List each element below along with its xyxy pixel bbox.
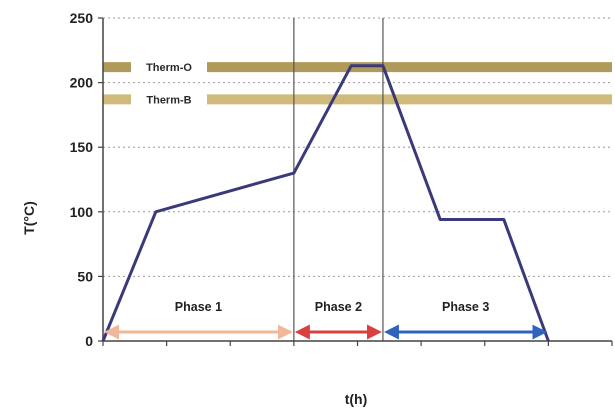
y-axis-title: T(°C) bbox=[21, 201, 37, 235]
band-label: Therm-O bbox=[146, 62, 192, 74]
phase-label: Phase 1 bbox=[175, 300, 222, 314]
x-axis-title: t(h) bbox=[345, 391, 368, 407]
temperature-series-line bbox=[101, 64, 550, 342]
phase-label: Phase 3 bbox=[442, 300, 489, 314]
band-label: Therm-B bbox=[146, 94, 191, 106]
band-label-background bbox=[131, 91, 207, 108]
y-tick-label: 200 bbox=[70, 75, 94, 91]
phase-label: Phase 2 bbox=[315, 300, 362, 314]
y-tick-label: 0 bbox=[85, 333, 93, 349]
y-tick-label: 50 bbox=[77, 268, 93, 284]
y-tick-label: 150 bbox=[70, 139, 94, 155]
y-tick-label: 100 bbox=[70, 204, 94, 220]
band-label-background bbox=[131, 59, 207, 76]
y-tick-label: 250 bbox=[70, 10, 94, 26]
